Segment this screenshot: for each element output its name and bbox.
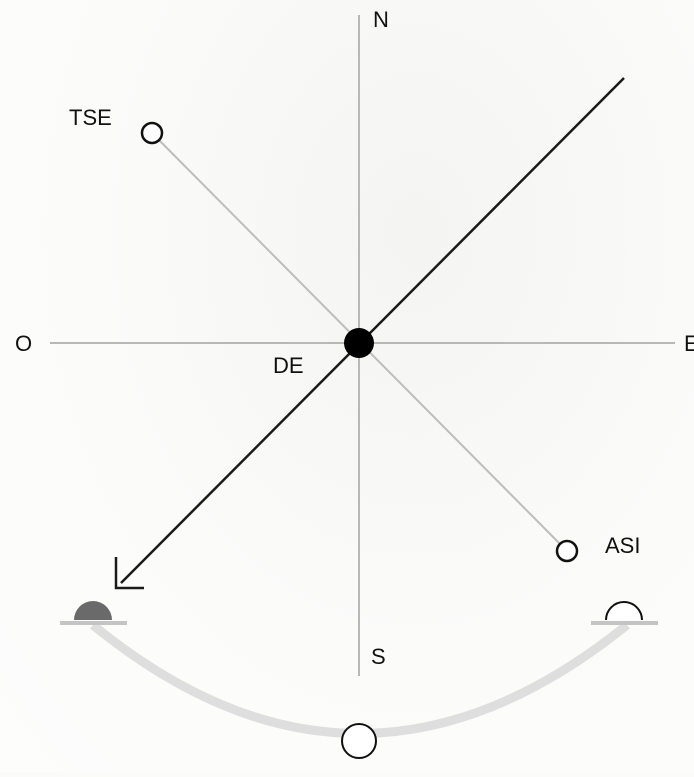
tse-marker (140, 121, 164, 145)
center-dot (344, 328, 374, 358)
outline-dome-icon (605, 601, 643, 621)
north-label: N (373, 7, 389, 32)
asi-label: ASI (605, 533, 640, 558)
direction-line (120, 77, 625, 584)
west-label: O (15, 331, 32, 356)
tse-label: TSE (69, 105, 112, 130)
south-label: S (371, 644, 386, 669)
east-label: E (684, 331, 694, 356)
filled-dome-icon (74, 601, 112, 620)
center-label: DE (273, 353, 304, 378)
asi-marker (555, 539, 579, 563)
bottom-circle (341, 723, 377, 759)
arrowhead (114, 557, 144, 590)
